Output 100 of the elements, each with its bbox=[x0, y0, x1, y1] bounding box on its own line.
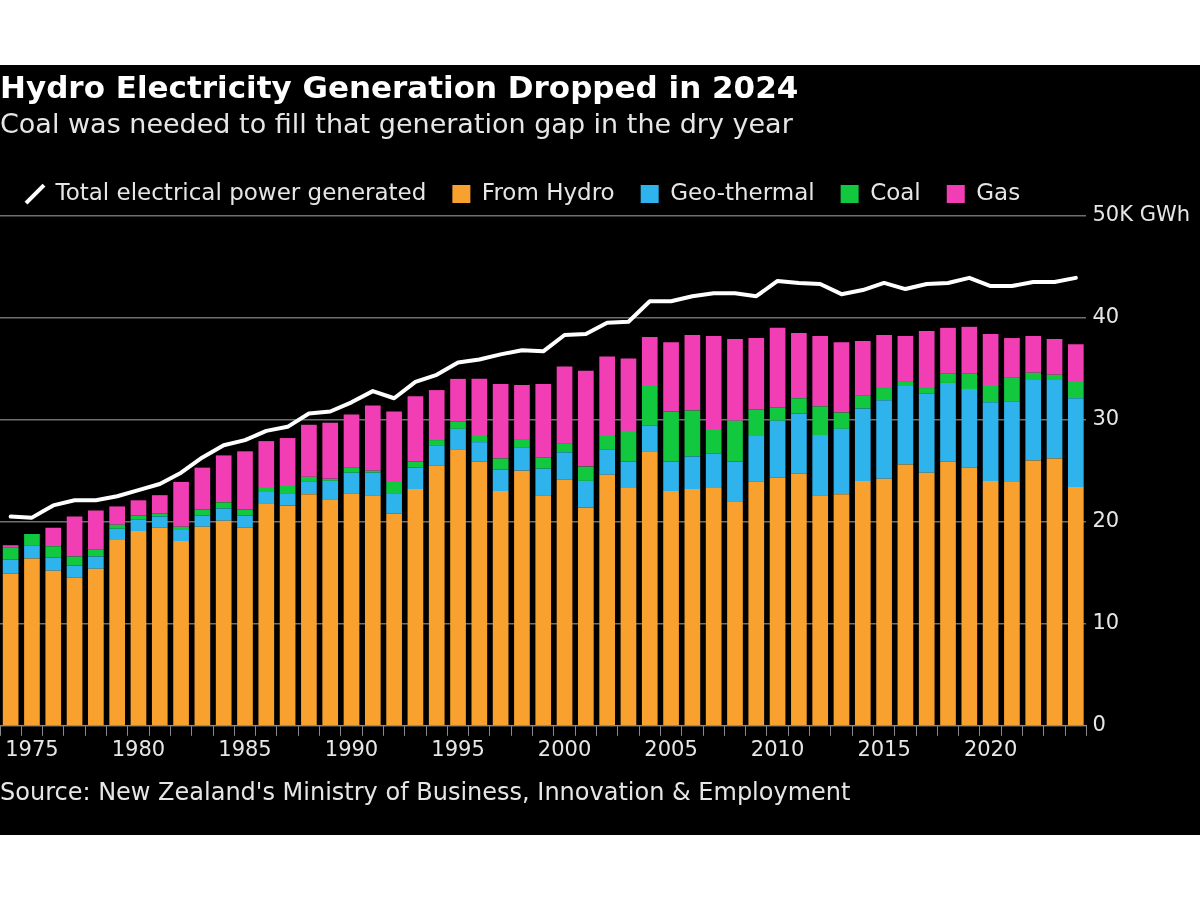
bar bbox=[982, 384, 999, 403]
bar bbox=[961, 389, 978, 468]
bar bbox=[620, 488, 637, 726]
x-tick-label: 2000 bbox=[537, 736, 592, 761]
x-tick-label: 1985 bbox=[218, 736, 272, 761]
bar bbox=[812, 406, 829, 435]
chart-title: Hydro Electricity Generation Dropped in 2024 bbox=[0, 68, 799, 105]
bar bbox=[854, 480, 871, 726]
bar bbox=[151, 513, 168, 517]
bar bbox=[407, 461, 424, 468]
y-tick-label: 20 bbox=[1092, 508, 1120, 533]
bar bbox=[982, 480, 999, 726]
bar bbox=[109, 540, 126, 726]
bar bbox=[514, 470, 530, 726]
bar bbox=[301, 424, 317, 477]
bar bbox=[620, 461, 637, 489]
bar bbox=[322, 499, 339, 726]
bar bbox=[364, 472, 381, 496]
bar bbox=[620, 430, 637, 462]
bar bbox=[492, 383, 509, 459]
bar bbox=[279, 493, 296, 506]
y-tick-label: 10 bbox=[1092, 610, 1120, 635]
bar bbox=[961, 373, 978, 390]
bar bbox=[322, 480, 339, 500]
bar bbox=[428, 440, 445, 446]
bar bbox=[173, 481, 189, 527]
bar bbox=[1067, 398, 1084, 488]
bar bbox=[854, 408, 871, 481]
bar bbox=[684, 456, 701, 490]
bar bbox=[918, 330, 935, 389]
bar bbox=[386, 481, 402, 494]
bar bbox=[1025, 379, 1042, 461]
bar bbox=[641, 425, 658, 452]
bar bbox=[24, 558, 40, 726]
bar bbox=[514, 439, 530, 448]
chart-subtitle: Coal was needed to fill that generation gap in the dry year bbox=[0, 108, 794, 140]
bar bbox=[812, 336, 829, 407]
bar bbox=[258, 491, 275, 504]
bar bbox=[727, 461, 743, 502]
x-tick-label: 2015 bbox=[857, 736, 911, 761]
bar bbox=[791, 398, 807, 414]
bar bbox=[940, 461, 956, 726]
bar bbox=[727, 420, 743, 462]
bar bbox=[556, 366, 573, 444]
bar bbox=[982, 333, 999, 385]
bar bbox=[88, 568, 104, 726]
bar bbox=[897, 336, 914, 382]
bar bbox=[45, 527, 62, 547]
bar bbox=[535, 457, 552, 469]
bar bbox=[769, 327, 786, 408]
bar bbox=[769, 420, 786, 478]
bar bbox=[173, 529, 189, 542]
bar bbox=[492, 458, 509, 470]
bar bbox=[556, 479, 573, 726]
bar bbox=[279, 505, 296, 726]
bar bbox=[194, 526, 211, 726]
bar bbox=[407, 489, 424, 726]
bar bbox=[663, 461, 679, 492]
bar bbox=[833, 412, 850, 429]
bar bbox=[599, 356, 615, 435]
bar bbox=[471, 461, 488, 726]
bar bbox=[237, 509, 253, 516]
bar bbox=[982, 402, 999, 481]
bar bbox=[109, 524, 126, 529]
bar bbox=[599, 434, 615, 450]
bar bbox=[2, 547, 19, 560]
bar bbox=[88, 510, 104, 550]
bar bbox=[471, 378, 488, 437]
bar bbox=[1025, 336, 1042, 373]
bar bbox=[492, 469, 509, 492]
bar bbox=[237, 527, 253, 726]
bar bbox=[45, 570, 62, 726]
bar bbox=[705, 336, 722, 430]
bar bbox=[1004, 338, 1020, 378]
bar bbox=[450, 428, 466, 450]
bar bbox=[194, 467, 211, 510]
bar bbox=[705, 429, 722, 454]
bar bbox=[130, 519, 147, 531]
bar bbox=[684, 334, 701, 411]
bar bbox=[578, 507, 594, 726]
bar bbox=[258, 503, 275, 726]
bar bbox=[24, 545, 40, 559]
bar bbox=[258, 441, 275, 488]
bar bbox=[641, 337, 658, 387]
legend-label: From Hydro bbox=[481, 179, 615, 206]
bar bbox=[45, 546, 62, 558]
x-tick-label: 1980 bbox=[111, 736, 166, 761]
bar bbox=[535, 468, 552, 496]
bar bbox=[130, 530, 147, 726]
bar bbox=[897, 381, 914, 387]
bar bbox=[833, 494, 850, 726]
bar bbox=[663, 342, 679, 412]
bar bbox=[599, 474, 615, 726]
bar bbox=[578, 370, 594, 467]
legend-label: Gas bbox=[976, 179, 1021, 206]
y-tick-label: 30 bbox=[1092, 406, 1120, 431]
bar bbox=[237, 515, 253, 528]
bar bbox=[791, 473, 807, 726]
bar bbox=[684, 489, 701, 726]
bar bbox=[1046, 339, 1063, 375]
